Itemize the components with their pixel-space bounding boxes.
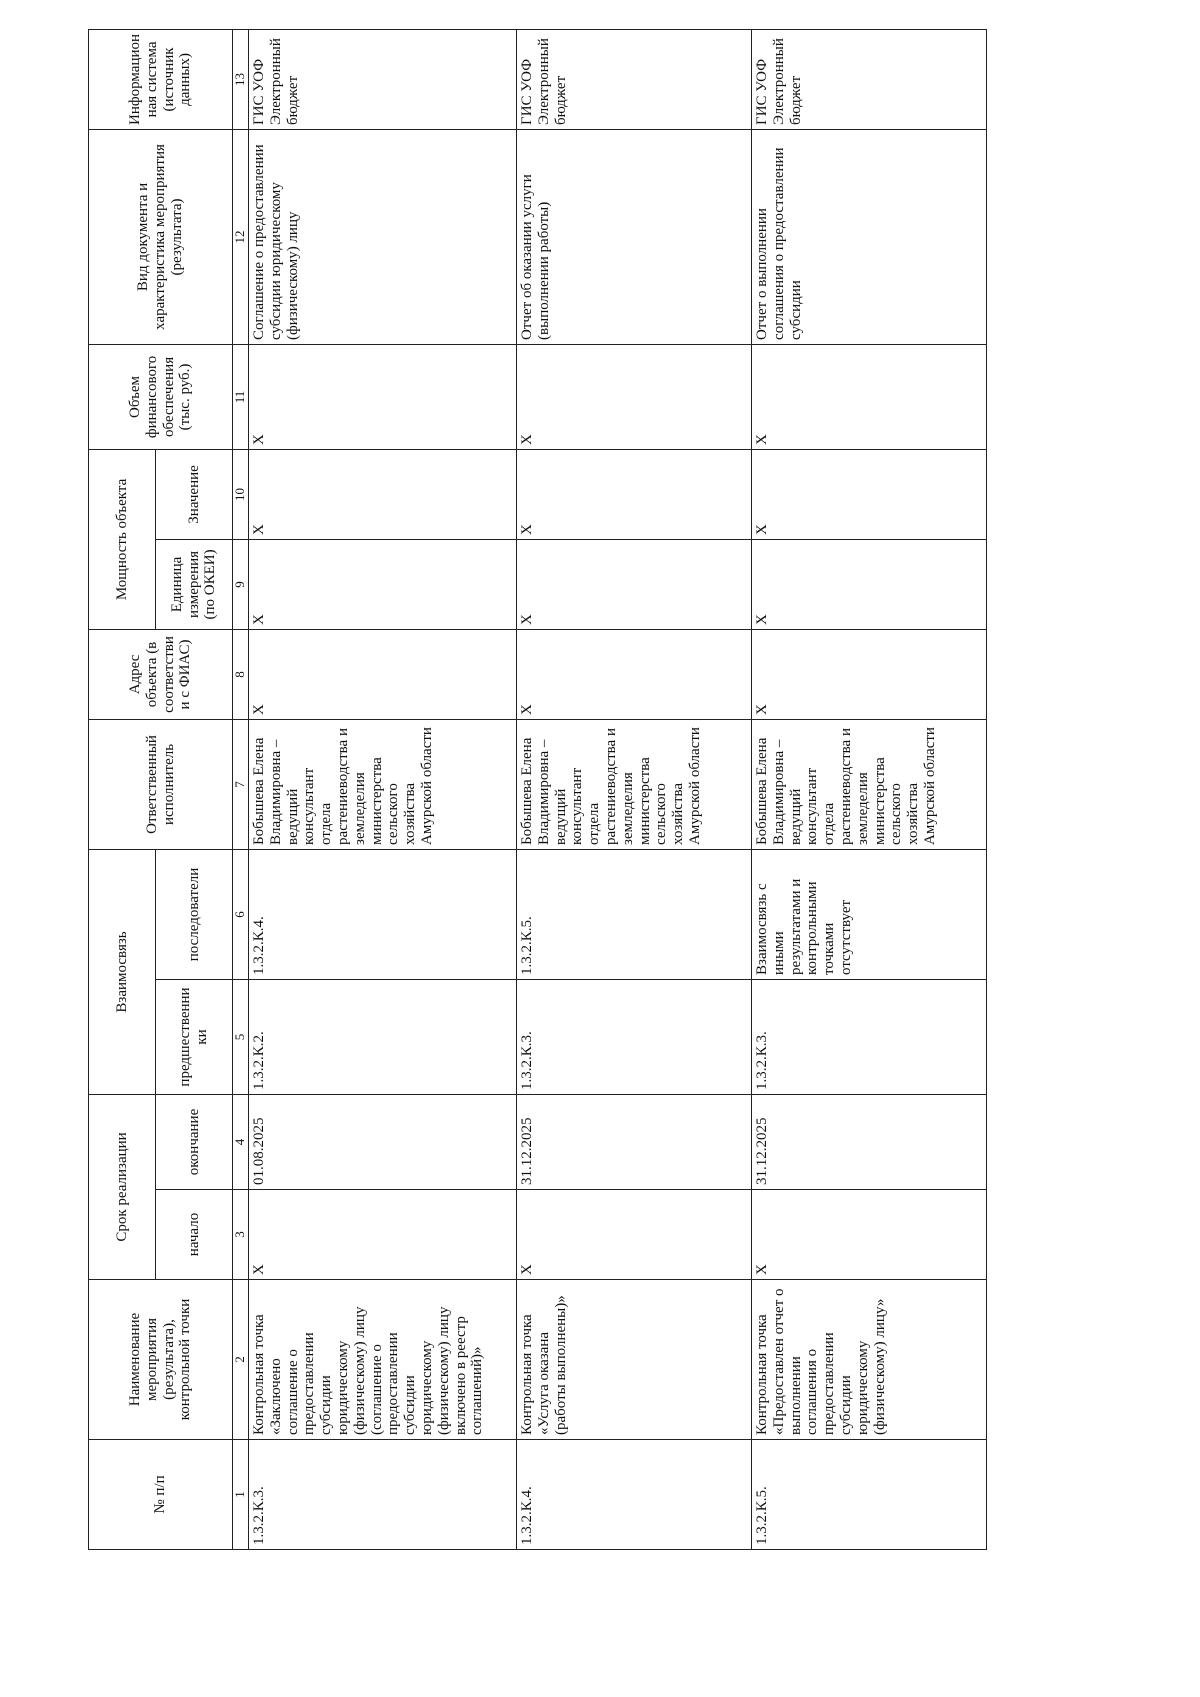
data-cell: X [516,1189,752,1280]
data-cell: 1.3.2.К.2. [248,979,517,1095]
data-cell: 1.3.2.К.4. [248,849,517,980]
data-cell: X [248,449,517,540]
data-cell: Взаимосвязь с иными результатами и контр… [751,849,987,980]
data-cell: X [516,539,752,630]
header-cell: Ответственный исполнитель [88,719,233,850]
column-number: 3 [232,1189,249,1280]
header-cell: № п/п [88,1439,233,1550]
data-cell: X [516,629,752,720]
rotated-table-wrap: № п/п Наименование мероприятия (результат… [88,29,987,1550]
column-number: 9 [232,539,249,630]
data-cell: 1.3.2.К.3. [248,1439,517,1550]
data-cell: Контрольная точка «Предоставлен отчет о … [751,1279,987,1440]
data-cell: X [751,449,987,540]
header-cell: Информационная система (источник данных) [88,29,233,130]
data-cell: Бобышева Елена Владимировна – ведущий ко… [516,719,752,850]
header-subcell: Единица измерения (по ОКЕИ) [155,539,233,630]
column-number: 4 [232,1094,249,1190]
header-subcell: последователи [155,849,233,980]
data-cell: Бобышева Елена Владимировна – ведущий ко… [751,719,987,850]
data-cell: X [248,629,517,720]
data-cell: 1.3.2.К.4. [516,1439,752,1550]
data-cell: 31.12.2025 [516,1094,752,1190]
data-cell: 1.3.2.К.3. [516,979,752,1095]
header-cell: Мощность объекта [88,449,156,630]
header-subcell: начало [155,1189,233,1280]
header-subcell: предшественники [155,979,233,1095]
data-cell: X [248,1189,517,1280]
data-cell: Отчет о выполнении соглашения о предоста… [751,129,987,345]
header-cell: Адрес объекта (в соответствии с ФИАС) [88,629,233,720]
column-number: 12 [232,129,249,345]
data-cell: Контрольная точка «Услуга оказана (работ… [516,1279,752,1440]
column-number: 11 [232,344,249,450]
plan-table: № п/п Наименование мероприятия (результат… [88,29,987,1550]
data-cell: 31.12.2025 [751,1094,987,1190]
data-cell: X [751,344,987,450]
header-cell: Вид документа и характеристика мероприят… [88,129,233,345]
column-number: 10 [232,449,249,540]
header-cell: Взаимосвязь [88,849,156,1095]
data-cell: X [516,344,752,450]
data-row: 1.3.2.К.4. Контрольная точка «Услуга оказ… [516,29,752,1550]
data-cell: X [751,629,987,720]
header-cell: Срок реализации [88,1094,156,1280]
data-row: 1.3.2.К.3. Контрольная точка «Заключено с… [248,29,517,1550]
header-subcell: окончание [155,1094,233,1190]
data-cell: ГИС УОФ Электронный бюджет [751,29,987,130]
header-row: № п/п Наименование мероприятия (результат… [88,29,233,1550]
data-cell: Соглашение о предоставлении субсидии юри… [248,129,517,345]
data-cell: ГИС УОФ Электронный бюджет [516,29,752,130]
data-row: 1.3.2.К.5. Контрольная точка «Предоставле… [751,29,987,1550]
column-number: 1 [232,1439,249,1550]
column-number: 2 [232,1279,249,1440]
header-subcell: Значение [155,449,233,540]
data-cell: X [248,539,517,630]
data-cell: 1.3.2.К.5. [751,1439,987,1550]
data-cell: X [516,449,752,540]
data-cell: Бобышева Елена Владимировна – ведущий ко… [248,719,517,850]
column-number: 5 [232,979,249,1095]
column-number: 8 [232,629,249,720]
header-cell: Объем финансового обеспечения (тыс. руб.… [88,344,233,450]
data-cell: ГИС УОФ Электронный бюджет [248,29,517,130]
data-cell: X [751,539,987,630]
column-number: 13 [232,29,249,130]
data-cell: Отчет об оказании услуги (выполнении раб… [516,129,752,345]
data-cell: 1.3.2.К.3. [751,979,987,1095]
column-number: 6 [232,849,249,980]
column-number-row: 1 2 3 4 5 6 7 8 9 10 11 12 13 [232,29,249,1550]
column-number: 7 [232,719,249,850]
data-cell: Контрольная точка «Заключено соглашение … [248,1279,517,1440]
header-cell: Наименование мероприятия (результата), к… [88,1279,233,1440]
data-cell: 01.08.2025 [248,1094,517,1190]
data-cell: 1.3.2.К.5. [516,849,752,980]
data-cell: X [248,344,517,450]
data-cell: X [751,1189,987,1280]
